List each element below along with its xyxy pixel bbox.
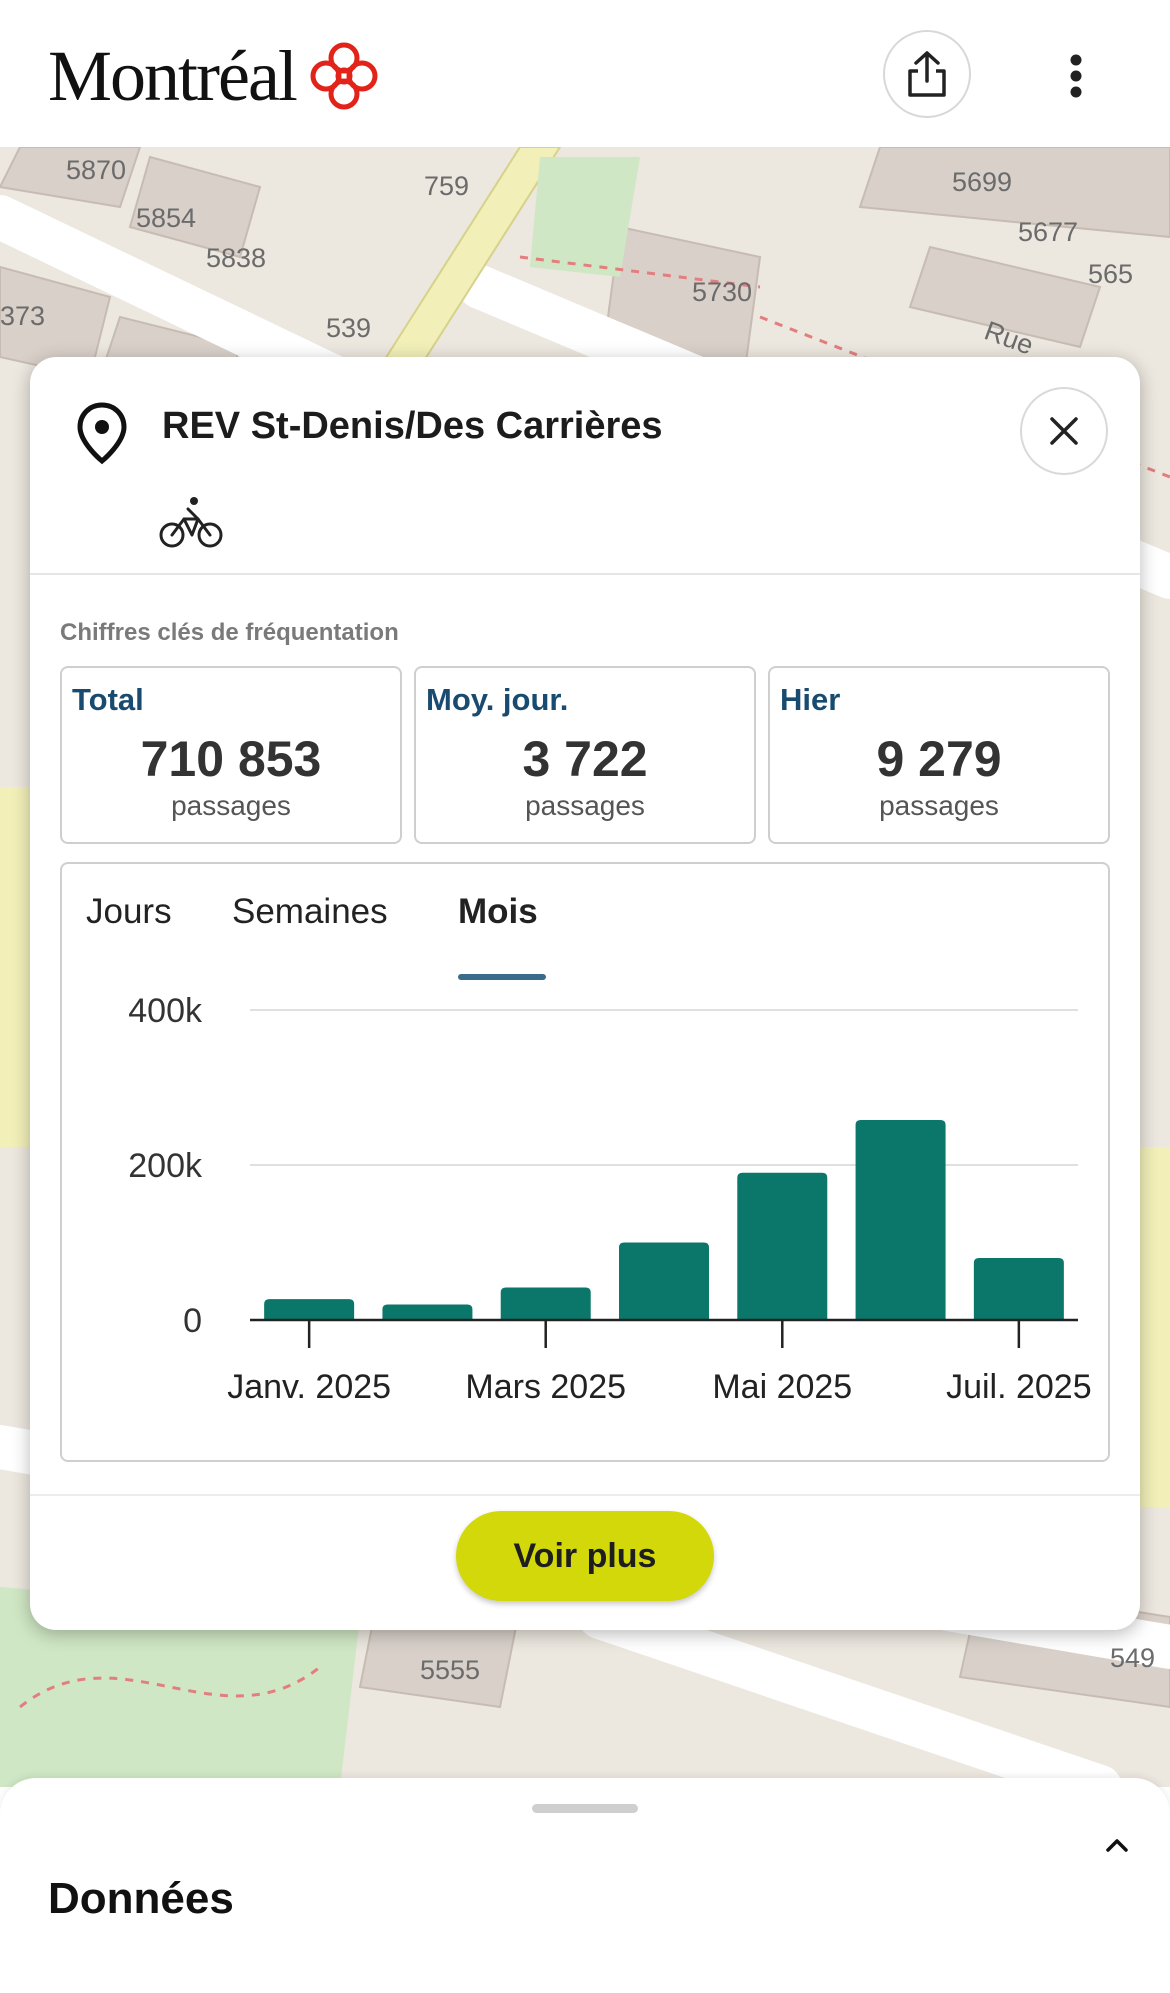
stat-label: Hier — [780, 682, 841, 717]
chart-panel: Jours Semaines Mois 0 200k 400k Janv. 2025 M… — [60, 862, 1110, 1462]
bar-chart: 0 200k 400k Janv. 2025 Mars 2025 Mai 2025 Juil… — [128, 992, 1092, 1406]
sheet-title: Données — [48, 1874, 234, 1923]
share-button[interactable] — [883, 30, 971, 118]
map-label: 373 — [0, 301, 46, 331]
stat-value: 3 722 — [522, 731, 648, 787]
card-title: REV St-Denis/Des Carrières — [162, 405, 663, 447]
x-tick-label: Janv. 2025 — [227, 1368, 391, 1406]
share-icon — [908, 51, 946, 97]
stat-total: Total 710 853 passages — [60, 666, 402, 844]
x-tick-label: Mai 2025 — [712, 1368, 852, 1406]
more-options-button[interactable] — [1056, 46, 1096, 106]
y-tick-label: 0 — [183, 1302, 202, 1340]
stat-unit: passages — [525, 790, 645, 821]
stat-daily-average: Moy. jour. 3 722 passages — [414, 666, 756, 844]
map-label: 539 — [326, 313, 372, 343]
map-label: 5730 — [692, 277, 753, 307]
map-label: 5677 — [1018, 217, 1079, 247]
bar[interactable] — [500, 1287, 591, 1320]
counter-info-card: REV St-Denis/Des Carrières Chiffres clés… — [30, 357, 1140, 1630]
card-divider — [30, 1494, 1140, 1496]
map-label: 549 — [1110, 1643, 1156, 1673]
bar[interactable] — [619, 1242, 709, 1321]
close-button[interactable] — [1020, 387, 1108, 475]
map-label: 5870 — [66, 155, 127, 185]
map-label: 5838 — [206, 243, 267, 273]
location-pin-icon — [77, 402, 127, 465]
logo-text: Montréal — [48, 36, 298, 116]
close-icon — [1050, 417, 1078, 445]
montreal-logo[interactable]: Montréal — [48, 36, 386, 116]
y-tick-label: 400k — [128, 992, 203, 1030]
bar[interactable] — [382, 1304, 473, 1321]
bar[interactable] — [737, 1172, 828, 1320]
voir-plus-button[interactable]: Voir plus — [456, 1511, 714, 1601]
x-tick-label: Juil. 2025 — [946, 1368, 1092, 1406]
bar[interactable] — [973, 1258, 1064, 1320]
stat-yesterday: Hier 9 279 passages — [768, 666, 1110, 844]
x-tick-label: Mars 2025 — [465, 1368, 626, 1406]
map-label: 759 — [424, 171, 470, 201]
data-bottom-sheet[interactable]: Données — [0, 1778, 1170, 1993]
tab-mois[interactable]: Mois — [458, 892, 538, 931]
y-tick-label: 200k — [128, 1147, 203, 1185]
map-label: 5854 — [136, 203, 197, 233]
map-label: 5555 — [420, 1655, 481, 1685]
map-label: 5699 — [952, 167, 1013, 197]
more-vertical-icon — [1070, 54, 1082, 98]
tab-semaines[interactable]: Semaines — [232, 892, 388, 931]
app-header: Montréal — [0, 0, 1170, 147]
active-tab-indicator — [458, 974, 546, 980]
card-divider — [30, 573, 1140, 575]
montreal-rosette-icon — [310, 42, 378, 110]
stat-value: 710 853 — [140, 731, 322, 787]
stat-label: Total — [72, 682, 144, 717]
bar[interactable] — [264, 1299, 355, 1320]
drag-handle[interactable] — [532, 1804, 638, 1813]
bar[interactable] — [855, 1120, 946, 1320]
stat-label: Moy. jour. — [426, 682, 569, 717]
stat-unit: passages — [171, 790, 291, 821]
tab-jours[interactable]: Jours — [86, 892, 172, 931]
bicycle-icon — [159, 497, 223, 548]
chevron-up-icon[interactable] — [1100, 1828, 1134, 1862]
stat-unit: passages — [879, 790, 999, 821]
map-label: 565 — [1088, 259, 1134, 289]
section-label: Chiffres clés de fréquentation — [60, 619, 399, 646]
stat-value: 9 279 — [876, 731, 1002, 787]
